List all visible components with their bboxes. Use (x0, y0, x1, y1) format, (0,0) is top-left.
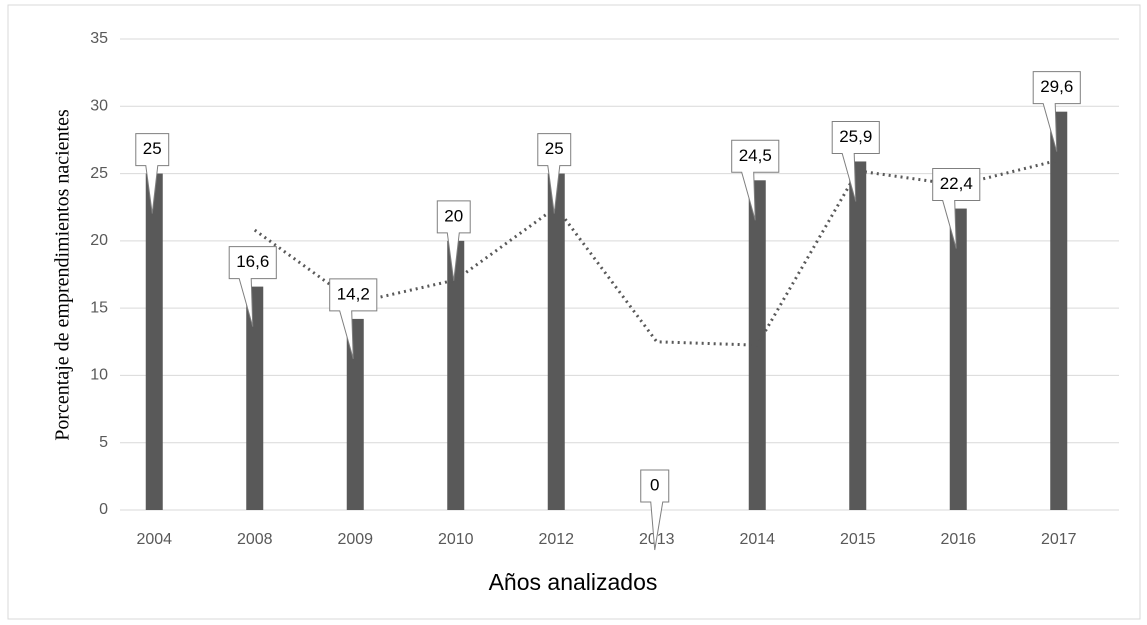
x-tick-label: 2008 (237, 531, 273, 548)
data-label: 25 (143, 139, 162, 158)
x-tick-label: 2014 (739, 531, 775, 548)
data-label: 22,4 (940, 174, 973, 193)
chart-frame (7, 4, 1141, 620)
data-label-callout (1032, 71, 1081, 152)
y-tick-label: 0 (99, 501, 108, 518)
data-label: 16,6 (236, 252, 269, 271)
x-tick-label: 2015 (840, 531, 876, 548)
data-label: 25 (545, 139, 564, 158)
x-tick-label: 2004 (136, 531, 172, 548)
x-tick-label: 2010 (438, 531, 474, 548)
y-tick-label: 25 (90, 165, 108, 182)
x-tick-label: 2009 (337, 531, 373, 548)
data-label-callout (436, 200, 471, 281)
x-tick-label: 2016 (940, 531, 976, 548)
y-tick-label: 35 (90, 30, 108, 47)
data-label: 20 (444, 206, 463, 225)
x-tick-label: 2012 (538, 531, 574, 548)
bar (447, 240, 465, 510)
bar (849, 161, 867, 510)
data-label: 14,2 (337, 284, 370, 303)
data-label-callout (228, 246, 277, 327)
y-tick-label: 10 (90, 367, 108, 384)
bar (246, 286, 264, 510)
y-axis-title: Porcentaje de emprendimientos nacientes (52, 109, 74, 441)
bar (547, 173, 565, 511)
bar (145, 173, 163, 511)
data-label-callout (831, 120, 880, 202)
data-label-callout (135, 133, 170, 214)
y-tick-label: 15 (90, 299, 108, 316)
y-tick-label: 30 (90, 98, 108, 115)
data-label: 29,6 (1040, 77, 1073, 96)
bar (346, 318, 364, 510)
trendline (253, 158, 1060, 347)
data-label-callout (932, 168, 981, 249)
data-label-callout (640, 469, 670, 551)
data-label: 24,5 (739, 146, 772, 165)
x-axis-title: Años analizados (489, 569, 658, 595)
data-label-callout (537, 133, 572, 214)
bar (1050, 111, 1068, 510)
data-label: 25,9 (839, 127, 872, 146)
data-label: 0 (650, 475, 659, 494)
bar (949, 208, 967, 510)
x-tick-label: 2017 (1041, 531, 1077, 548)
y-tick-label: 20 (90, 232, 108, 249)
y-tick-label: 5 (99, 434, 108, 451)
data-label-callout (731, 139, 780, 221)
data-label-callout (329, 278, 378, 360)
